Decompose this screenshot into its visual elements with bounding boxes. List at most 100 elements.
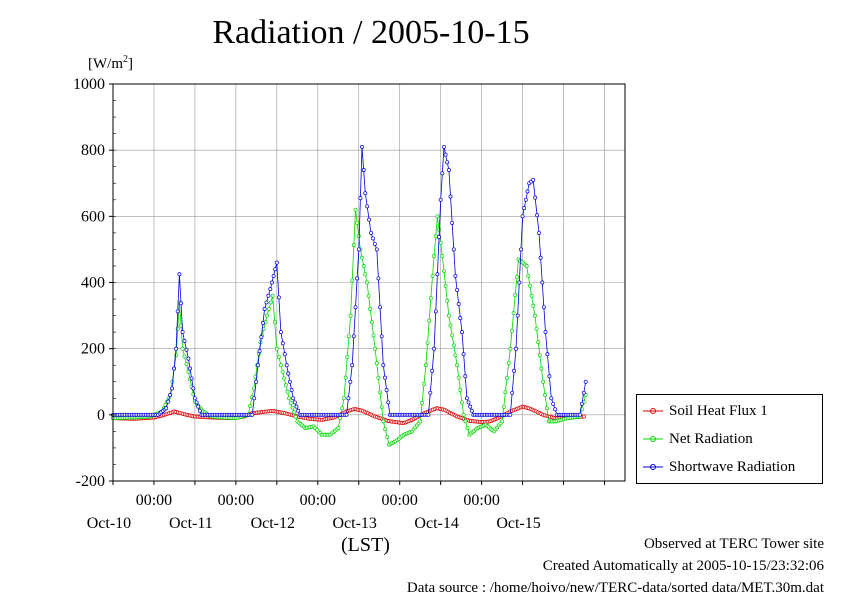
y-unit-superscript: 2 — [123, 54, 128, 65]
data-point-sw — [453, 273, 458, 278]
data-point-sw — [289, 388, 294, 392]
footer-created: Created Automatically at 2005-10-15/23:3… — [542, 558, 824, 574]
data-point-net — [336, 426, 341, 431]
data-point-sw — [184, 347, 189, 352]
data-point-net — [427, 318, 432, 323]
data-point-net — [534, 326, 539, 331]
data-point-sw — [360, 144, 364, 149]
data-point-sw — [442, 144, 446, 149]
y-tick-label: 400 — [81, 275, 105, 292]
x-tick-date-label: Oct-10 — [87, 515, 131, 532]
y-tick-label: 800 — [81, 142, 105, 159]
data-point-sw — [456, 302, 461, 306]
data-point-net — [287, 396, 292, 401]
data-point-net — [353, 207, 358, 212]
data-point-sw — [172, 366, 176, 371]
data-point-net — [505, 375, 509, 380]
data-point-sw — [174, 346, 179, 351]
data-point-sw — [196, 404, 201, 409]
data-point-sw — [533, 195, 538, 200]
y-tick-label: 600 — [81, 208, 105, 225]
data-point-sw — [276, 295, 281, 300]
data-point-net — [510, 328, 514, 333]
data-point-net — [374, 361, 379, 366]
y-unit-text: [W/m — [88, 56, 123, 72]
data-point-sw — [194, 400, 199, 405]
x-axis-caption: (LST) — [341, 534, 390, 556]
data-point-net — [501, 404, 506, 409]
data-point-net — [425, 340, 430, 345]
data-point-sw — [282, 352, 287, 357]
data-point-sw — [250, 412, 255, 417]
footer-source: Data source : /home/hoivo/new/TERC-data/… — [406, 580, 824, 596]
data-point-sw — [192, 396, 197, 401]
data-point-sw — [367, 217, 372, 222]
series-sw — [111, 144, 588, 417]
data-point-sw — [177, 272, 182, 277]
data-point-net — [423, 363, 428, 368]
x-tick-date-label: Oct-15 — [496, 515, 540, 532]
data-point-net — [365, 280, 369, 285]
data-point-net — [465, 426, 470, 431]
data-point-net — [456, 375, 461, 380]
axes: -2000200400600800100000:00Oct-1000:00Oct… — [73, 76, 606, 532]
data-point-net — [270, 293, 275, 298]
data-point-net — [293, 414, 298, 419]
data-point-sw — [464, 396, 469, 401]
data-point-sw — [537, 230, 541, 235]
legend: Soil Heat Flux 1 Net Radiation Shortwave… — [636, 394, 823, 484]
data-point-net — [342, 396, 346, 401]
data-point-net — [292, 410, 296, 415]
data-point-sw — [520, 214, 525, 219]
data-point-sw — [348, 379, 353, 384]
data-point-sw — [166, 399, 171, 404]
data-point-net — [544, 406, 549, 411]
data-point-sw — [271, 273, 276, 278]
data-point-net — [442, 268, 446, 273]
data-point-net — [283, 383, 288, 388]
data-point-net — [524, 264, 529, 268]
data-point-net — [369, 320, 374, 325]
data-point-sw — [445, 160, 450, 165]
data-point-sw — [180, 330, 185, 335]
data-point-net — [460, 400, 464, 405]
data-point-sw — [433, 309, 438, 314]
data-point-sw — [363, 191, 368, 196]
data-point-sw — [365, 204, 370, 209]
data-point-sw — [346, 396, 351, 401]
data-point-net — [458, 388, 463, 392]
data-point-net — [511, 310, 516, 315]
legend-marker-sw — [643, 464, 663, 470]
data-point-sw — [197, 408, 202, 413]
data-point-sw — [523, 197, 528, 202]
data-point-net — [376, 375, 381, 380]
legend-item-soil: Soil Heat Flux 1 — [643, 401, 768, 421]
x-tick-date-label: Oct-12 — [251, 515, 295, 532]
data-point-sw — [268, 287, 273, 292]
data-point-sw — [519, 247, 523, 252]
data-point-sw — [443, 152, 448, 157]
data-point-net — [266, 307, 271, 311]
y-tick-label: -200 — [76, 473, 105, 490]
data-point-sw — [553, 407, 558, 412]
data-point-net — [420, 400, 425, 405]
data-point-sw — [386, 400, 391, 405]
x-tick-date-label: Oct-11 — [169, 515, 213, 532]
data-point-net — [379, 404, 384, 409]
x-tick-time-label: 00:00 — [136, 492, 172, 509]
data-point-net — [378, 390, 383, 395]
data-point-sw — [274, 260, 279, 265]
data-point-net — [422, 382, 426, 386]
data-point-sw — [438, 197, 443, 202]
data-point-sw — [540, 280, 545, 285]
data-point-net — [500, 419, 505, 424]
data-point-net — [445, 298, 450, 303]
data-point-sw — [287, 379, 292, 384]
data-point-sw — [256, 363, 260, 368]
data-point-sw — [175, 309, 180, 314]
data-point-sw — [259, 335, 264, 340]
data-point-net — [418, 419, 423, 424]
data-point-net — [371, 333, 376, 338]
data-point-sw — [435, 272, 440, 277]
